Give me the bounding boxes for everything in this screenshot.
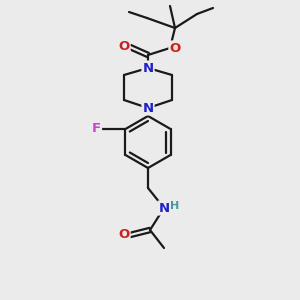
Text: N: N (142, 101, 154, 115)
Text: F: F (92, 122, 101, 136)
Text: O: O (118, 229, 130, 242)
Text: N: N (142, 61, 154, 74)
Text: O: O (118, 40, 130, 53)
Text: N: N (158, 202, 169, 214)
Text: H: H (170, 201, 180, 211)
Text: O: O (169, 41, 181, 55)
